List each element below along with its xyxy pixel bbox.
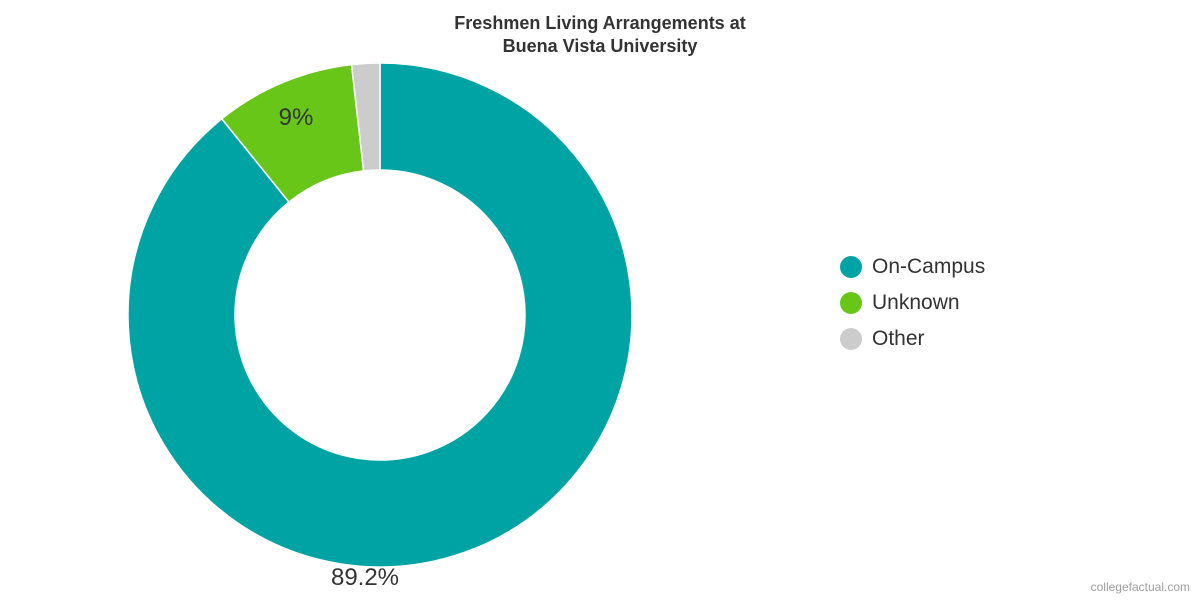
legend-label: Other <box>872 327 925 351</box>
slice-label-unknown: 9% <box>279 104 314 131</box>
donut-chart: 89.2%9% <box>120 55 640 575</box>
legend-label: Unknown <box>872 291 960 315</box>
legend-swatch <box>840 328 862 350</box>
legend-item-unknown: Unknown <box>840 291 985 315</box>
legend-label: On-Campus <box>872 255 985 279</box>
chart-title: Freshmen Living Arrangements at Buena Vi… <box>0 0 1200 59</box>
legend: On-Campus Unknown Other <box>840 255 985 351</box>
chart-title-line2: Buena Vista University <box>503 36 698 56</box>
slice-label-on-campus: 89.2% <box>331 564 399 591</box>
legend-item-on-campus: On-Campus <box>840 255 985 279</box>
attribution: collegefactual.com <box>1091 580 1190 594</box>
legend-swatch <box>840 256 862 278</box>
legend-swatch <box>840 292 862 314</box>
chart-title-line1: Freshmen Living Arrangements at <box>454 13 745 33</box>
legend-item-other: Other <box>840 327 985 351</box>
